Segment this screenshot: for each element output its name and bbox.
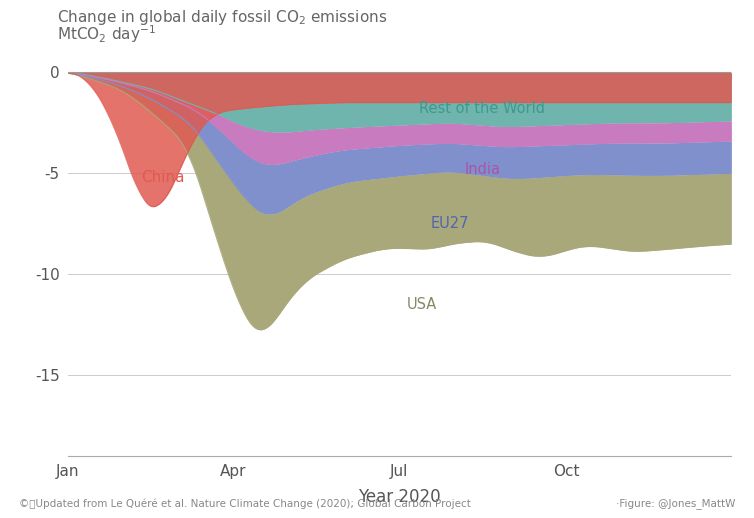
Text: Change in global daily fossil CO$_2$ emissions: Change in global daily fossil CO$_2$ emi…	[57, 8, 387, 27]
Text: ©ⓘUpdated from Le Quéré et al. Nature Climate Change (2020); Global Carbon Proje: ©ⓘUpdated from Le Quéré et al. Nature Cl…	[19, 498, 470, 509]
Text: China: China	[141, 170, 184, 185]
Text: USA: USA	[407, 297, 437, 312]
Text: India: India	[464, 162, 501, 177]
Text: ·Figure: @Jones_MattW: ·Figure: @Jones_MattW	[616, 498, 735, 509]
Text: MtCO$_2$ day$^{-1}$: MtCO$_2$ day$^{-1}$	[57, 23, 155, 45]
Text: EU27: EU27	[431, 216, 469, 231]
Text: Rest of the World: Rest of the World	[419, 101, 545, 116]
X-axis label: Year 2020: Year 2020	[358, 487, 441, 506]
